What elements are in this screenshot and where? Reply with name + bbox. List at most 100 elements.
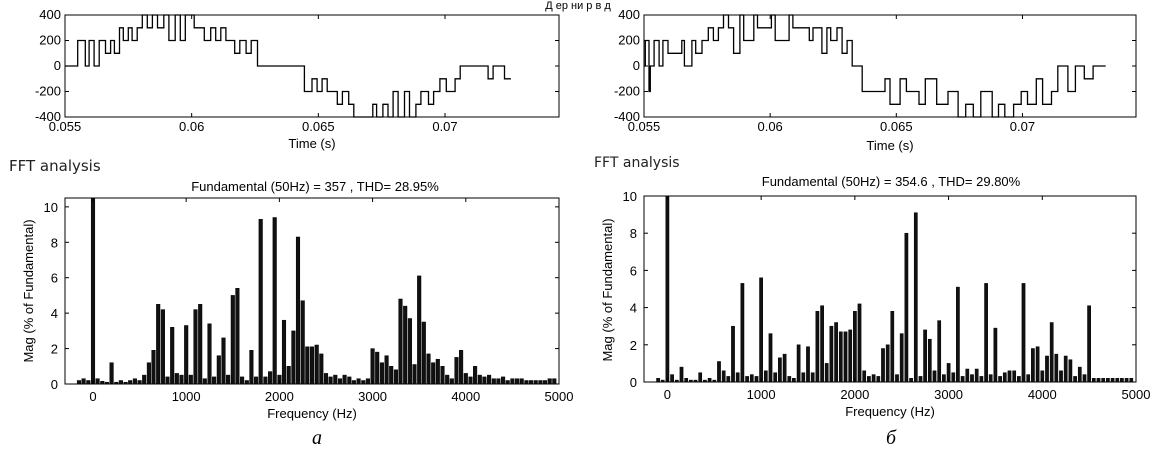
fft-bar [1087, 305, 1091, 383]
fft-bar [998, 376, 1002, 383]
fft-bar [165, 376, 170, 385]
fft-bar [1059, 370, 1063, 383]
fft-bar [1049, 322, 1054, 383]
fft-bar [740, 283, 745, 383]
fft-bar [1002, 372, 1007, 383]
fft-bar [1035, 346, 1040, 383]
fft-bar [951, 372, 956, 383]
fft-bar [198, 304, 203, 385]
fft-bar [984, 283, 988, 383]
fft-bar [412, 364, 417, 385]
fft-y-tick-label: 6 [51, 271, 58, 286]
fft-ylabel-a: Mag (% of Fundamental) [21, 219, 36, 362]
fft-x-tick-label: 4000 [451, 389, 480, 404]
fft-bar [698, 372, 703, 383]
fft-bar [188, 374, 193, 385]
fft-bar [519, 378, 524, 385]
fft-bar [361, 380, 366, 385]
fft-bar [156, 304, 161, 385]
fft-bar [1021, 283, 1026, 383]
fft-plot-a: 0 1000 2000 3000 4000 5000 0 2 4 6 8 10 Frequency (… [21, 197, 573, 421]
fft-bar [407, 318, 412, 385]
fft-bar [913, 212, 918, 383]
fft-bar [435, 358, 440, 385]
waveform-trace-a [65, 14, 511, 118]
fft-bar [370, 348, 375, 385]
fft-bar [796, 344, 801, 383]
fft-ylabel-b: Mag (% of Fundamental) [600, 218, 615, 361]
fft-bar [763, 370, 768, 383]
fft-bar [151, 350, 156, 385]
fft-bar [979, 376, 984, 383]
fft-bar [782, 353, 787, 383]
fft-bar [445, 374, 450, 385]
fft-bar [1073, 376, 1077, 383]
fft-bar [712, 379, 717, 383]
fft-bar [314, 344, 319, 385]
fft-bar [342, 374, 347, 385]
fft-bar [689, 379, 693, 383]
fft-bar [193, 309, 198, 385]
fft-bar [230, 295, 235, 385]
fft-xlabel-b: Frequency (Hz) [845, 404, 935, 419]
fft-bar [501, 376, 506, 385]
fft-bar [848, 329, 853, 383]
fft-bar [768, 333, 773, 383]
fft-bar [305, 346, 310, 385]
fft-bar [890, 311, 895, 383]
fft-bar [95, 378, 100, 385]
fft-bar [1106, 378, 1110, 383]
fft-bar [552, 378, 557, 385]
fft-bar [1045, 355, 1049, 383]
fft-y-tick-label: 6 [630, 263, 637, 278]
fft-bar [801, 372, 806, 383]
fft-bar [773, 372, 778, 383]
fft-bar [792, 378, 796, 383]
fft-bar [857, 303, 862, 383]
fft-bar [731, 325, 735, 383]
fft-bar [810, 372, 815, 383]
fft-bar [398, 298, 403, 385]
fft-bar [542, 380, 548, 385]
fft-bar [533, 380, 538, 385]
fft-bar [1120, 378, 1124, 383]
fft-bar [670, 374, 674, 383]
fft-bar [838, 331, 843, 383]
fft-bar [1124, 378, 1129, 383]
fft-bar [384, 355, 389, 385]
waveform-x-tick-label: 0.07 [1010, 119, 1035, 134]
fft-bar [174, 373, 179, 385]
fft-bar [104, 381, 109, 385]
waveform-x-tick-label: 0.065 [302, 119, 335, 134]
fft-bar [547, 378, 552, 385]
fft-bar [843, 331, 848, 383]
fft-bar [1054, 353, 1059, 383]
fft-a-ticks: 0 1000 2000 3000 4000 5000 0 2 4 6 8 10 [44, 198, 573, 404]
fft-bar [918, 376, 923, 383]
fft-bar [824, 363, 829, 383]
fft-y-tick-label: 10 [44, 200, 58, 215]
waveform-y-tick-label: 0 [633, 58, 640, 73]
fft-bar [717, 361, 721, 383]
waveform-y-tick-label: -200 [614, 84, 640, 99]
fft-bar [899, 333, 904, 383]
fft-bar [1063, 355, 1068, 383]
fft-bar [459, 350, 464, 385]
fft-bar [1129, 378, 1134, 383]
fft-b-ticks: 0 1000 2000 3000 4000 5000 0 2 4 6 8 10 [623, 189, 1151, 402]
fft-bar [468, 376, 473, 385]
fft-y-tick-label: 8 [630, 226, 637, 241]
fft-bar [365, 378, 370, 385]
fft-bar [90, 197, 96, 385]
fft-bar [128, 380, 133, 385]
fft-bar [1007, 370, 1012, 383]
fft-bar [1017, 376, 1021, 383]
fft-analysis-label-a: FFT analysis [9, 157, 101, 175]
fft-x-tick-label: 1000 [172, 389, 201, 404]
fft-bar [707, 378, 712, 383]
fft-bars-a [76, 197, 557, 385]
fft-bar [473, 366, 478, 385]
fft-bar [1068, 359, 1073, 383]
fft-bar [337, 378, 343, 385]
